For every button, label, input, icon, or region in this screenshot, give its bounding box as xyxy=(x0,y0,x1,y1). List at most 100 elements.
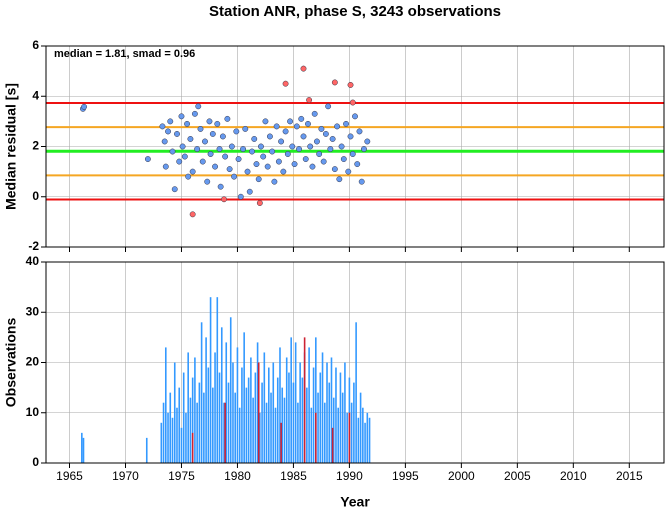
data-point xyxy=(189,168,196,175)
data-point xyxy=(345,168,352,175)
bar xyxy=(270,392,272,463)
bar xyxy=(332,397,335,463)
data-point xyxy=(356,128,363,135)
data-point xyxy=(300,65,307,72)
bar xyxy=(198,382,201,463)
bar xyxy=(185,412,187,463)
bar xyxy=(362,407,364,463)
bar xyxy=(259,412,261,463)
bar xyxy=(265,402,268,463)
data-point xyxy=(258,143,264,150)
y-tick-label: 20 xyxy=(26,355,40,369)
y-tick-label: 0 xyxy=(32,189,39,203)
data-point xyxy=(289,143,296,150)
data-point xyxy=(246,188,253,195)
bar xyxy=(331,427,334,463)
data-point xyxy=(291,161,298,168)
bar xyxy=(299,362,301,463)
data-point xyxy=(280,168,287,175)
data-point xyxy=(162,163,169,170)
bar xyxy=(337,407,340,463)
bar xyxy=(200,322,203,463)
x-tick-label: 2000 xyxy=(448,469,475,483)
data-point xyxy=(199,158,206,165)
data-point xyxy=(191,110,198,117)
bar xyxy=(218,372,221,463)
bar xyxy=(203,392,205,463)
bar xyxy=(194,357,196,463)
data-point xyxy=(284,151,291,157)
data-point xyxy=(81,103,88,110)
y-axis-label: Median residual [s] xyxy=(3,83,19,210)
bar xyxy=(323,402,326,463)
bar xyxy=(339,372,342,463)
bar xyxy=(212,387,214,463)
x-tick-label: 1985 xyxy=(280,469,307,483)
data-point xyxy=(358,178,365,185)
bar xyxy=(297,402,299,463)
data-point xyxy=(334,123,341,130)
bar xyxy=(187,352,189,463)
bar xyxy=(82,437,85,463)
bar xyxy=(319,372,322,463)
bar xyxy=(285,357,288,463)
data-point xyxy=(262,118,269,125)
data-point xyxy=(207,151,214,157)
data-point xyxy=(217,183,224,190)
x-tick-label: 1965 xyxy=(56,469,83,483)
data-point xyxy=(313,138,320,145)
data-point xyxy=(251,136,258,142)
data-point xyxy=(233,128,240,135)
bar xyxy=(315,412,317,463)
data-point xyxy=(300,133,307,140)
data-point xyxy=(253,161,260,168)
data-point xyxy=(331,79,338,86)
bar xyxy=(256,342,259,463)
y-tick-label: -2 xyxy=(28,239,39,253)
bar xyxy=(189,397,192,463)
y-tick-label: 6 xyxy=(32,38,39,52)
bar xyxy=(281,387,284,463)
bar xyxy=(353,382,355,463)
x-tick-label: 2015 xyxy=(616,469,643,483)
bar xyxy=(250,357,252,463)
data-point xyxy=(237,193,244,200)
bar xyxy=(196,402,198,463)
data-point xyxy=(224,115,231,122)
data-point xyxy=(178,113,185,120)
data-point xyxy=(347,81,354,88)
bar xyxy=(310,407,313,463)
bar xyxy=(209,297,212,463)
bar xyxy=(178,387,181,463)
bar xyxy=(317,392,319,463)
data-point xyxy=(282,80,289,87)
x-tick-label: 2010 xyxy=(560,469,587,483)
bar xyxy=(272,362,275,463)
data-point xyxy=(242,125,249,132)
bar xyxy=(350,402,353,463)
data-point xyxy=(329,136,336,142)
data-point xyxy=(255,176,262,183)
bar xyxy=(247,377,250,463)
data-point xyxy=(264,163,271,170)
bar xyxy=(335,367,337,463)
bar xyxy=(173,362,176,463)
data-point xyxy=(340,156,347,163)
y-tick-label: 10 xyxy=(26,405,40,419)
data-point xyxy=(219,133,226,140)
bar xyxy=(254,372,257,463)
bar xyxy=(294,342,297,463)
data-point xyxy=(298,115,305,122)
bar xyxy=(180,427,183,463)
data-point xyxy=(293,123,300,130)
bar xyxy=(274,407,277,463)
data-point xyxy=(311,110,318,117)
data-point xyxy=(144,156,151,163)
data-point xyxy=(226,166,233,173)
data-point xyxy=(273,123,280,130)
x-axis-label: Year xyxy=(340,494,370,510)
data-point xyxy=(221,196,227,203)
bar xyxy=(267,367,270,463)
data-point xyxy=(171,186,178,193)
data-point xyxy=(287,118,294,125)
